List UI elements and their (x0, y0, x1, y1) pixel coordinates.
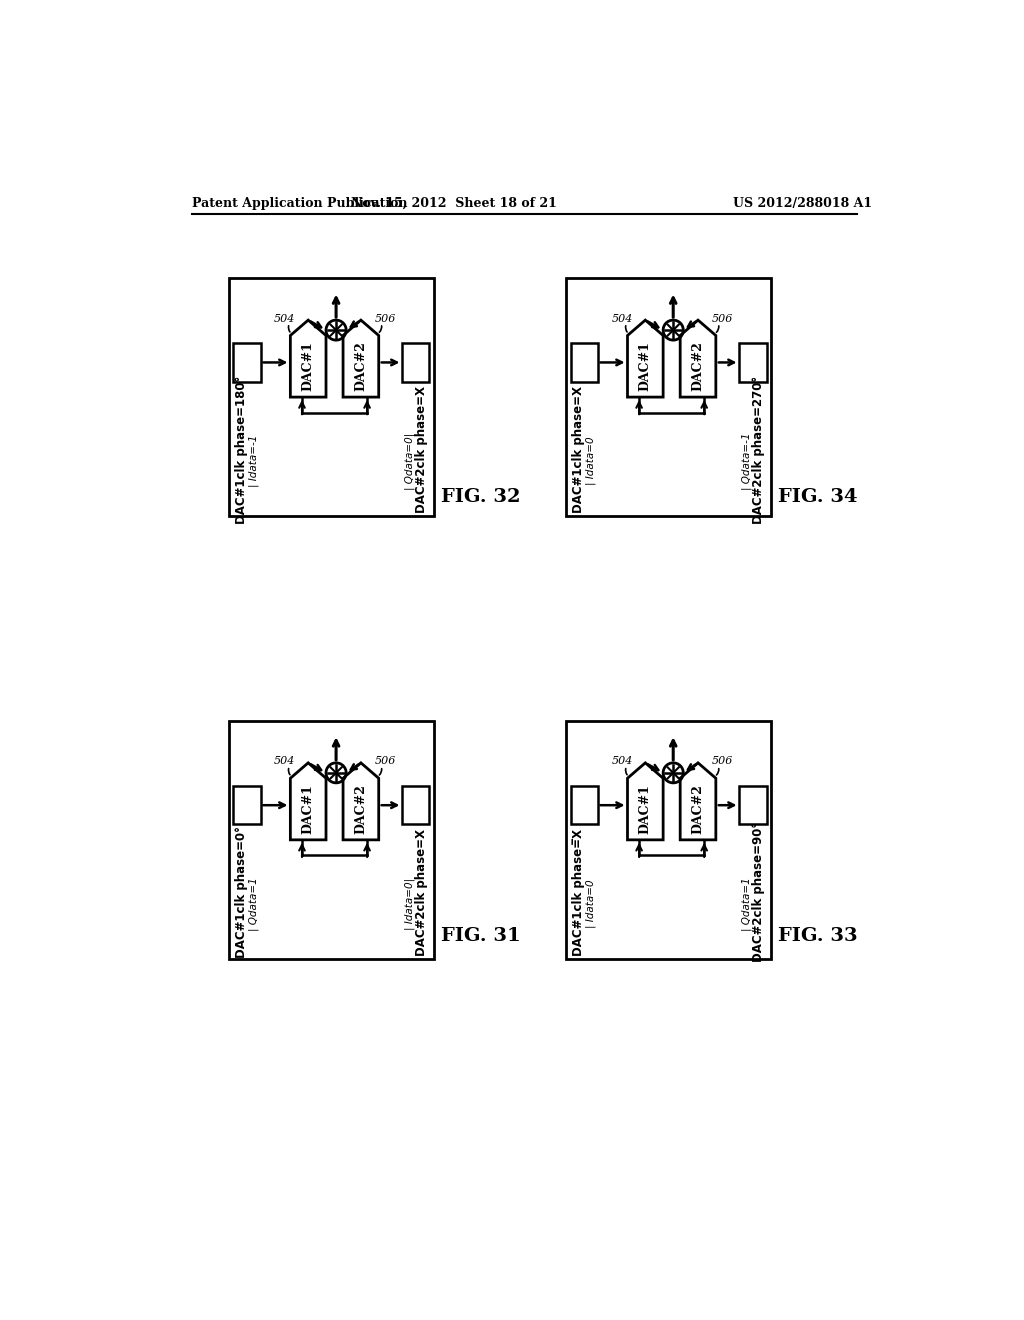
Text: FIG. 34: FIG. 34 (778, 488, 857, 506)
Text: | Idata=-1: | Idata=-1 (248, 436, 259, 487)
Text: | Qdata=0|: | Qdata=0| (404, 433, 415, 490)
Polygon shape (680, 321, 716, 397)
Text: FIG. 32: FIG. 32 (441, 488, 520, 506)
Text: DAC#2clk phase=X: DAC#2clk phase=X (415, 387, 428, 513)
Text: | Qdata=-1: | Qdata=-1 (741, 433, 752, 490)
Text: DAC#1: DAC#1 (302, 784, 314, 834)
Text: | Idata=0: | Idata=0 (586, 437, 596, 486)
Text: 506: 506 (712, 756, 733, 767)
Bar (739, 785, 767, 825)
Text: DAC#2clk phase=90°: DAC#2clk phase=90° (753, 822, 765, 962)
Polygon shape (343, 763, 379, 840)
Text: Patent Application Publication: Patent Application Publication (191, 197, 408, 210)
Text: DAC#1clk phase=̅X: DAC#1clk phase=̅X (571, 829, 585, 956)
Text: 506: 506 (375, 756, 396, 767)
Text: DAC#2: DAC#2 (691, 342, 705, 391)
Text: DAC#2: DAC#2 (354, 784, 368, 834)
Text: 504: 504 (611, 314, 633, 323)
Bar (570, 785, 598, 825)
Text: | Qdata=1: | Qdata=1 (741, 876, 752, 931)
Bar (228, 277, 434, 516)
Text: | Qdata=1: | Qdata=1 (248, 876, 259, 931)
Polygon shape (291, 321, 326, 397)
Bar (566, 277, 771, 516)
Text: 504: 504 (274, 756, 296, 767)
Polygon shape (291, 763, 326, 840)
Text: DAC#1: DAC#1 (302, 342, 314, 391)
Text: 506: 506 (712, 314, 733, 323)
Text: FIG. 31: FIG. 31 (440, 927, 520, 945)
Text: 506: 506 (375, 314, 396, 323)
Bar (233, 343, 260, 381)
Bar (402, 343, 429, 381)
Bar (233, 785, 260, 825)
Text: DAC#2: DAC#2 (354, 342, 368, 391)
Polygon shape (343, 321, 379, 397)
Text: Nov. 15, 2012  Sheet 18 of 21: Nov. 15, 2012 Sheet 18 of 21 (350, 197, 556, 210)
Bar (566, 721, 771, 960)
Bar (402, 785, 429, 825)
Text: DAC#1clk phase=0°: DAC#1clk phase=0° (234, 826, 248, 958)
Text: FIG. 33: FIG. 33 (778, 927, 857, 945)
Text: US 2012/288018 A1: US 2012/288018 A1 (733, 197, 871, 210)
Text: DAC#2: DAC#2 (691, 784, 705, 834)
Text: DAC#1clk phase=180°: DAC#1clk phase=180° (234, 375, 248, 524)
Text: DAC#2clk phase=X: DAC#2clk phase=X (415, 829, 428, 956)
Bar (739, 343, 767, 381)
Text: | Idata=0: | Idata=0 (586, 879, 596, 928)
Text: 504: 504 (611, 756, 633, 767)
Text: DAC#1: DAC#1 (639, 784, 652, 834)
Text: | Idata=0|: | Idata=0| (404, 878, 415, 931)
Bar (570, 343, 598, 381)
Polygon shape (680, 763, 716, 840)
Text: DAC#2clk phase=270°: DAC#2clk phase=270° (753, 376, 765, 524)
Text: DAC#1: DAC#1 (639, 342, 652, 391)
Polygon shape (628, 763, 664, 840)
Text: DAC#1clk phase=X: DAC#1clk phase=X (571, 387, 585, 513)
Polygon shape (628, 321, 664, 397)
Bar (228, 721, 434, 960)
Text: 504: 504 (274, 314, 296, 323)
